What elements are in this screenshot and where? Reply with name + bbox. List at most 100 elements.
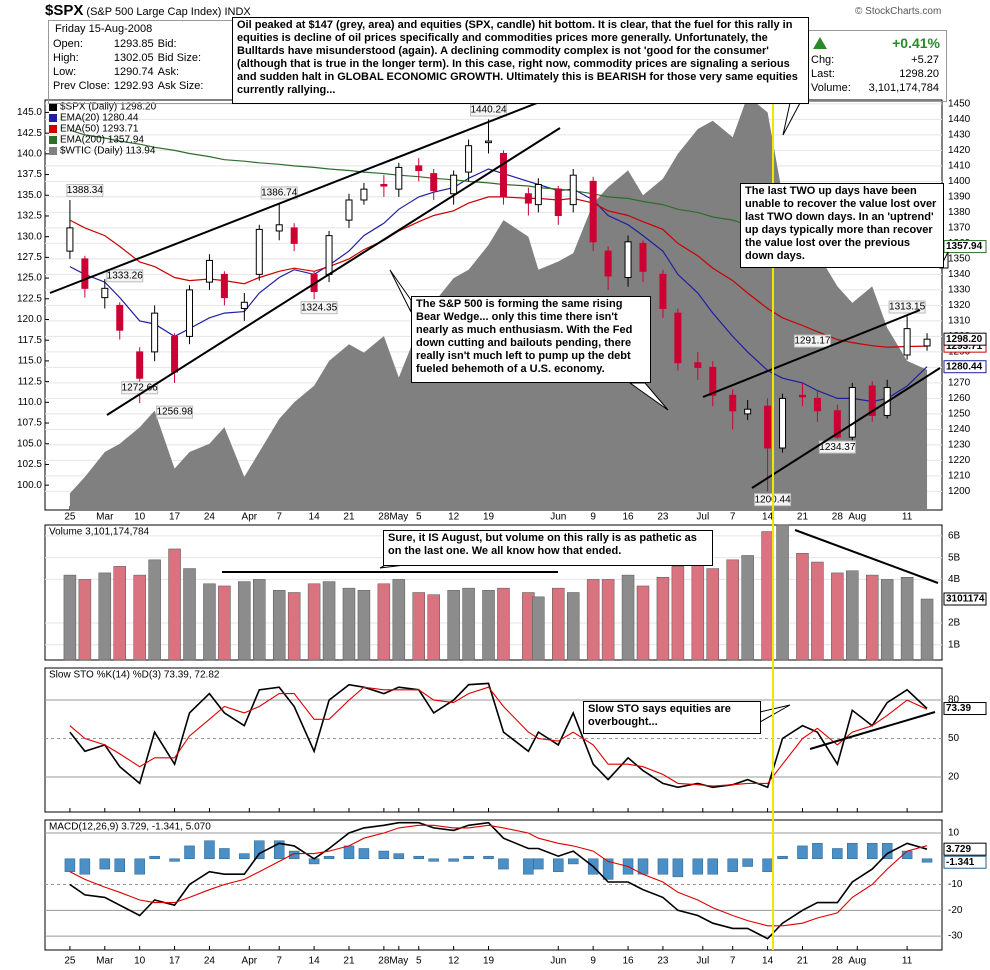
volume-bar [113, 566, 126, 661]
price-label: 1234.37 [819, 442, 856, 453]
quote-cell: Ask Size: [157, 80, 204, 92]
candle-body [524, 193, 532, 204]
volume-bar [811, 561, 824, 661]
quote-cell: Bid Size: [157, 52, 202, 64]
quote-row: Low: 1290.74 Ask: [53, 65, 207, 79]
note: Slow STO says equities are overbought... [583, 701, 761, 734]
volume-bar [272, 590, 286, 661]
volume-bar [287, 592, 301, 661]
candle-body [116, 304, 124, 331]
change-box: +0.41% Chg: +5.27 Last: 1298.20 Volume: 3,101… [808, 30, 947, 102]
x-tick-label: 23 [657, 512, 669, 523]
quote-cell: 1290.74 [113, 66, 154, 78]
legend-label: EMA(200) 1357.94 [60, 135, 144, 146]
y-tick-label: 80 [948, 695, 960, 706]
candle-body [674, 312, 682, 364]
histogram-bar [323, 855, 335, 860]
volume-bar [342, 587, 356, 661]
x-tick-label: Aug [848, 512, 866, 523]
volume-bar [601, 579, 615, 661]
candle-body [868, 385, 876, 416]
candle-body [639, 242, 647, 272]
y-tick-label: 110.0 [18, 397, 43, 408]
histogram-bar [64, 858, 76, 872]
histogram-bar [533, 858, 544, 870]
price-label: 1333.26 [107, 270, 144, 281]
histogram-bar [413, 855, 424, 860]
histogram-bar [378, 850, 390, 860]
x-tick-label: 11 [902, 956, 913, 967]
volume-bar [63, 574, 77, 661]
volume-bar [796, 553, 809, 661]
note: Oil peaked at $147 (grey, area) and equi… [232, 17, 809, 104]
histogram-bar [498, 858, 509, 870]
x-tick-label: Apr [242, 956, 258, 967]
volume-bar [148, 559, 161, 661]
value-tag [943, 360, 987, 374]
price-label: 1272.66 [122, 382, 159, 393]
quote-cell: 1293.85 [113, 38, 154, 50]
histogram-bar [239, 853, 250, 860]
y2-tick-label: 1320 [948, 300, 971, 311]
x-tick-label: 11 [902, 512, 913, 523]
quote-cell: Volume: [811, 82, 851, 94]
value-tag [943, 240, 987, 254]
volume-bar [357, 590, 371, 661]
y2-tick-label: 1240 [948, 424, 971, 435]
volume-bar [761, 531, 774, 661]
volume-bar [671, 566, 685, 661]
volume-bar [846, 570, 859, 661]
candle-body [205, 259, 213, 283]
candle-body [779, 397, 787, 449]
quote-cell: Prev Close: [53, 80, 110, 92]
price-label: 1200.44 [754, 494, 791, 505]
x-tick-label: 25 [64, 512, 76, 523]
volume-bar [552, 587, 565, 661]
value-tag-label: 73.39 [946, 703, 971, 714]
y2-tick-label: 1400 [948, 176, 971, 187]
quote-row: Last: 1298.20 [811, 67, 943, 81]
y-tick-label: 145.0 [17, 107, 42, 118]
candle-body [883, 387, 891, 416]
candle-body [171, 335, 179, 373]
volume-bar [412, 592, 425, 661]
volume-bar [691, 561, 705, 661]
y-tick-label: 120.0 [17, 314, 42, 325]
y-tick-label: -30 [948, 931, 963, 942]
histogram-bar [273, 840, 285, 860]
legend-label: $WTIC (Daily) 113.94 [60, 146, 156, 157]
volume-bar [253, 579, 266, 661]
candle-body [499, 152, 507, 198]
x-tick-label: 17 [169, 956, 181, 967]
y-tick-label: -10 [948, 879, 963, 890]
volume-bar [566, 592, 580, 661]
y-tick-label: 122.5 [17, 293, 42, 304]
x-tick-label: 7 [276, 956, 282, 967]
volume-bar [741, 555, 754, 661]
candle-body [290, 227, 298, 244]
legend-swatch [49, 103, 57, 111]
indicator-line [69, 686, 928, 787]
value-tag [943, 842, 987, 856]
y-tick-label: 112.5 [18, 376, 43, 387]
value-tag-label: 3.729 [946, 844, 971, 855]
volume-bar [98, 572, 112, 661]
x-tick-label: Jul [696, 956, 709, 967]
y-tick-label: 132.5 [17, 211, 42, 222]
candle-body [430, 173, 438, 192]
y-tick-label: 6B [948, 531, 961, 542]
y-tick-label: 1B [948, 639, 961, 650]
volume-bar [920, 598, 934, 661]
volume-bar [392, 579, 406, 661]
y2-tick-label: 1450 [948, 99, 971, 110]
volume-bar [133, 574, 146, 661]
y-tick-label: 125.0 [17, 273, 42, 284]
legend-swatch [49, 114, 57, 122]
note: Sure, it IS August, but volume on this r… [383, 530, 713, 566]
volume-bar [482, 590, 495, 661]
candle-body [220, 273, 228, 299]
value-tag-label: 3101174 [946, 594, 985, 605]
quote-cell: Chg: [811, 54, 835, 66]
histogram-bar [672, 858, 684, 878]
x-tick-label: May [389, 512, 408, 523]
